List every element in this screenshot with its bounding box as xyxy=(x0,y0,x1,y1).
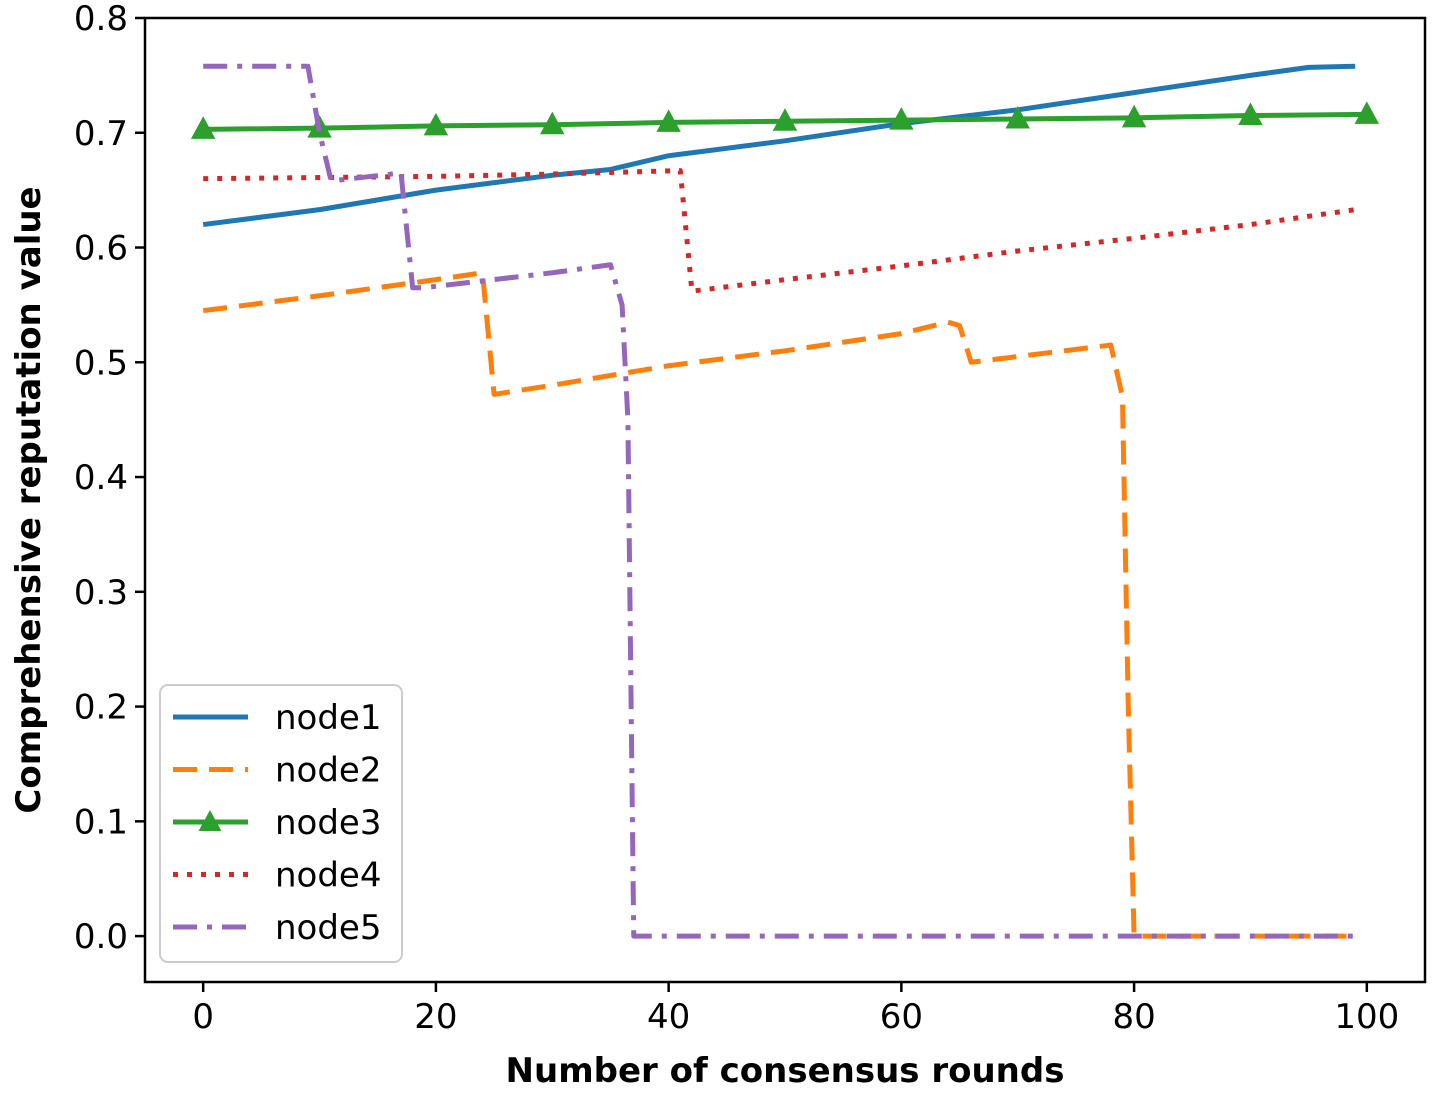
legend-label-node2: node2 xyxy=(275,751,381,791)
x-axis-title: Number of consensus rounds xyxy=(506,1051,1065,1091)
legend-item-node1: node1 xyxy=(173,698,381,738)
x-tick-label: 0 xyxy=(192,997,214,1037)
series-node1 xyxy=(202,63,1356,228)
series-point-node3 xyxy=(656,109,681,132)
series-point-node3 xyxy=(1238,102,1263,126)
legend: node1 node2 node3 node4 node5 xyxy=(159,684,403,963)
legend-marker-node3 xyxy=(198,810,222,831)
legend-label-node3: node3 xyxy=(275,803,381,843)
series-point-node3 xyxy=(772,108,798,131)
x-tick-label: 100 xyxy=(1334,997,1399,1037)
y-tick-label: 0.8 xyxy=(74,0,128,39)
series-node2 xyxy=(202,270,1356,939)
legend-item-node5: node5 xyxy=(173,908,381,948)
series-point-node3 xyxy=(190,116,216,139)
series-line-node1 xyxy=(202,63,1356,228)
x-tick-label: 60 xyxy=(880,997,923,1037)
series-node5 xyxy=(203,63,1356,939)
series-point-node3 xyxy=(1121,104,1147,128)
y-axis-ticks: 0.0 0.1 0.2 0.3 0.4 0.5 0.6 0.7 0.8 xyxy=(74,0,145,957)
y-tick-label: 0.7 xyxy=(74,114,128,154)
legend-label-node1: node1 xyxy=(275,698,381,738)
y-tick-label: 0.4 xyxy=(74,458,128,498)
legend-label-node5: node5 xyxy=(275,908,381,948)
series-node3 xyxy=(190,101,1380,139)
y-tick-label: 0.5 xyxy=(74,343,128,383)
y-tick-label: 0.0 xyxy=(74,917,128,957)
series-node4 xyxy=(203,168,1356,294)
series-point-node3 xyxy=(889,107,914,130)
legend-label-node4: node4 xyxy=(275,856,381,896)
legend-item-node3: node3 xyxy=(173,803,381,843)
series-line-node4 xyxy=(203,168,1356,294)
series-point-node3 xyxy=(1354,101,1380,124)
x-tick-label: 40 xyxy=(647,997,690,1037)
series-point-node3 xyxy=(540,111,565,135)
legend-item-node4: node4 xyxy=(173,856,381,896)
series-point-node3 xyxy=(1005,105,1030,129)
y-tick-label: 0.3 xyxy=(74,573,128,613)
x-tick-label: 80 xyxy=(1112,997,1155,1037)
y-tick-label: 0.6 xyxy=(74,229,128,269)
legend-box xyxy=(159,684,403,963)
y-tick-label: 0.2 xyxy=(74,688,128,728)
y-tick-label: 0.1 xyxy=(74,802,128,842)
y-axis-title: Comprehensive reputation value xyxy=(9,186,49,813)
x-tick-label: 20 xyxy=(414,997,457,1037)
legend-item-node2: node2 xyxy=(173,751,381,791)
series-layer xyxy=(190,63,1380,939)
series-point-node3 xyxy=(423,112,449,136)
series-line-node2 xyxy=(202,270,1356,939)
series-line-node5 xyxy=(203,63,1356,939)
plot-frame xyxy=(143,16,1427,984)
x-axis-ticks: 0 20 40 60 80 100 xyxy=(192,982,1399,1037)
